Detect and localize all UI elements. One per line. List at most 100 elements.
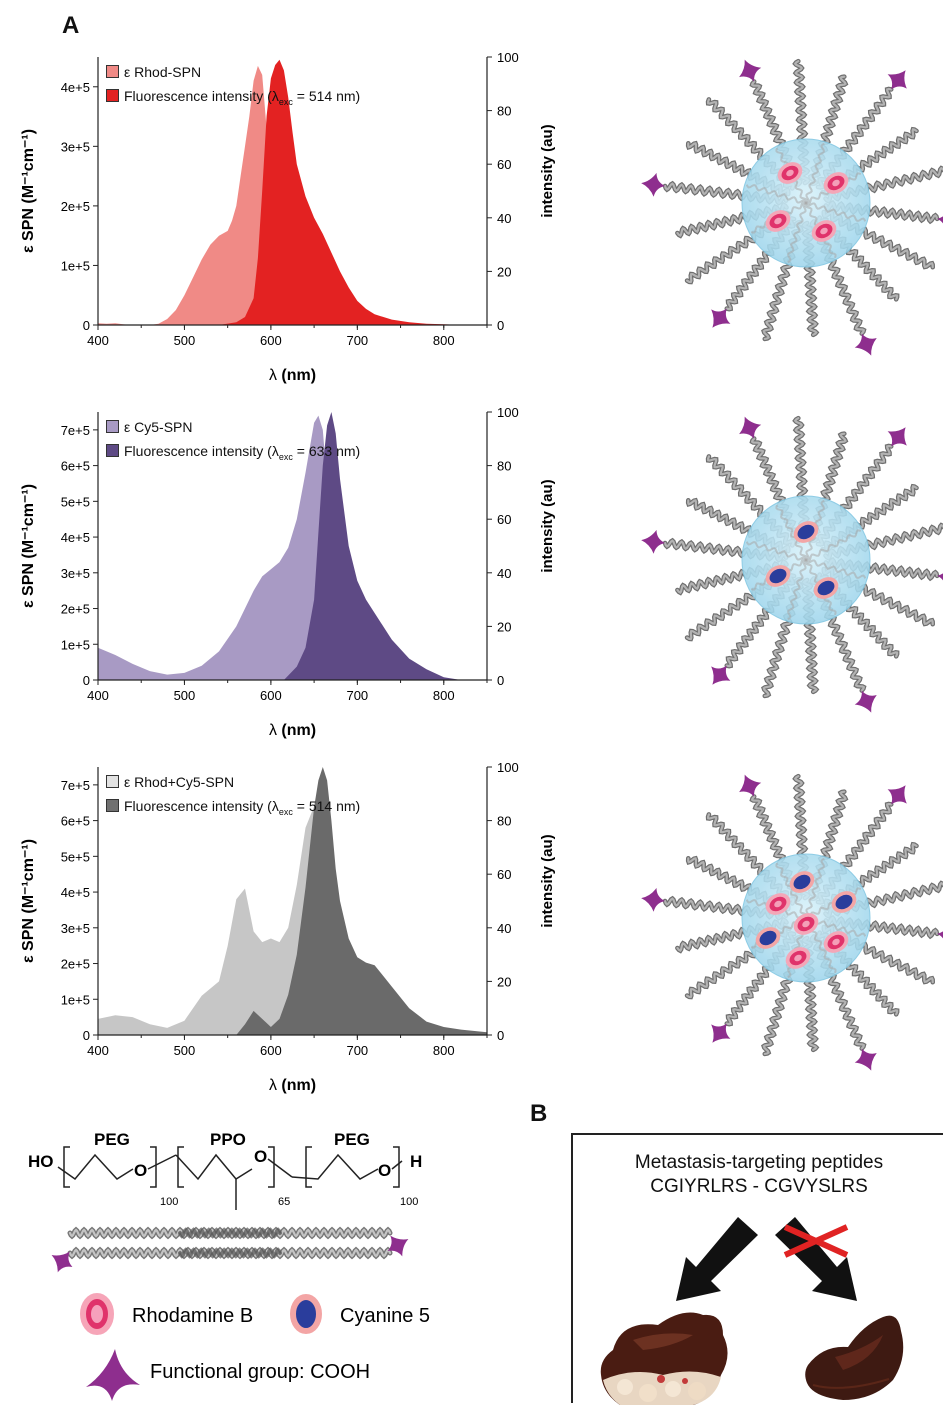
y-left-tick-label: 0 — [83, 318, 90, 333]
cooh-group-icon — [887, 70, 907, 90]
chart-rhod-spn: 400 500 600 700 800 0 1e+5 2e+5 3e+5 4e+5 0 20 40 60 8… — [0, 45, 556, 400]
polymer-structure: HO PEG 100 O PPO 65 O PEG 100 O H Rhodam… — [0, 1125, 470, 1403]
legend-label: ε Rhod-SPN — [124, 64, 202, 80]
legend-swatch — [106, 444, 119, 457]
y-left-tick-label: 2e+5 — [61, 602, 90, 617]
legend-item-absorbance: ε Rhod-SPN — [106, 64, 201, 80]
cooh-group-icon — [641, 887, 666, 912]
y-left-tick-label: 2e+5 — [61, 199, 90, 214]
cooh-group-icon — [711, 665, 731, 685]
o-label-2: O — [254, 1147, 267, 1166]
liver-control-image — [805, 1315, 904, 1400]
cooh-group-icon — [739, 774, 762, 797]
legend-sub: exc — [278, 806, 293, 817]
seg1-n: 100 — [160, 1196, 178, 1208]
seg1-name: PEG — [94, 1130, 130, 1149]
legend-item-absorbance: ε Rhod+Cy5-SPN — [106, 774, 234, 790]
x-tick-label: 700 — [346, 333, 368, 348]
y-left-axis-label: ε SPN (M⁻¹cm⁻¹) — [20, 839, 37, 963]
polymer-structure-svg: HO PEG 100 O PPO 65 O PEG 100 O H Rhodam… — [28, 1130, 430, 1401]
cyanine-label: Cyanine 5 — [340, 1305, 430, 1327]
legend-item-fluorescence: Fluorescence intensity (λexc = 514 nm) — [106, 798, 360, 817]
legend-swatch — [106, 65, 119, 78]
cooh-group-icon — [739, 416, 762, 439]
y-left-tick-label: 7e+5 — [61, 778, 90, 793]
x-tick-label: 400 — [87, 333, 109, 348]
cyanine-dye-icon — [793, 874, 811, 890]
cooh-group-icon — [711, 1023, 731, 1043]
x-tick-label: 500 — [174, 333, 196, 348]
y-left-tick-label: 3e+5 — [61, 921, 90, 936]
legend-sub: exc — [278, 451, 293, 462]
x-tick-label: 800 — [433, 333, 455, 348]
rhodamine-label: Rhodamine B — [132, 1305, 253, 1327]
legend-label: ε Cy5-SPN — [124, 419, 193, 435]
x-tick-label: 400 — [87, 688, 109, 703]
y-right-tick-label: 100 — [497, 50, 519, 65]
seg2-n: 65 — [278, 1196, 290, 1208]
series-area-0 — [98, 415, 358, 680]
cooh-group-icon — [711, 308, 731, 328]
y-left-tick-label: 4e+5 — [61, 80, 90, 95]
y-left-tick-label: 4e+5 — [61, 530, 90, 545]
legend-label: Fluorescence intensity (λ — [124, 88, 279, 104]
o-label-3: O — [378, 1161, 391, 1180]
legend-item-absorbance: ε Cy5-SPN — [106, 419, 192, 435]
series-area-1 — [236, 767, 487, 1035]
y-right-axis-label: intensity (au) — [539, 124, 556, 217]
y-left-tick-label: 6e+5 — [61, 459, 90, 474]
chart-rhod-svg: 400 500 600 700 800 0 1e+5 2e+5 3e+5 4e+5 0 20 40 60 8… — [20, 50, 556, 384]
legend-swatch — [106, 775, 119, 788]
y-left-tick-label: 6e+5 — [61, 814, 90, 829]
h-label: H — [410, 1152, 422, 1171]
y-right-tick-label: 20 — [497, 619, 511, 634]
y-right-tick-label: 100 — [497, 405, 519, 420]
cooh-group-icon — [51, 1251, 73, 1273]
liver-metastasis-image — [600, 1312, 728, 1405]
x-tick-label: 800 — [433, 688, 455, 703]
y-left-tick-label: 1e+5 — [61, 992, 90, 1007]
y-left-tick-label: 2e+5 — [61, 957, 90, 972]
panel-b-svg — [600, 1217, 904, 1405]
legend-label: Fluorescence intensity (λ — [124, 443, 279, 459]
legend-label: ε Rhod+Cy5-SPN — [124, 774, 235, 790]
y-right-tick-label: 40 — [497, 921, 511, 936]
chart-cy5-spn: 400 500 600 700 800 0 1e+5 2e+5 3e+5 4e+5 5e+5 6e+5… — [0, 400, 556, 755]
panel-b-label: B — [530, 1100, 548, 1127]
legend-item-fluorescence: Fluorescence intensity (λexc = 633 nm) — [106, 443, 360, 462]
y-right-tick-label: 40 — [497, 566, 511, 581]
y-right-tick-label: 60 — [497, 512, 511, 527]
x-tick-label: 500 — [174, 1043, 196, 1058]
x-tick-label: 600 — [260, 1043, 282, 1058]
legend-swatch — [106, 89, 119, 102]
series-area-0 — [98, 65, 297, 326]
legend-swatch — [106, 420, 119, 433]
chart-rhod-cy5-svg: 400 500 600 700 80001e+52e+53e+54e+55e+56e+5… — [20, 760, 556, 1094]
x-axis-label: λ (nm) — [269, 367, 316, 384]
y-right-axis-label: intensity (au) — [539, 479, 556, 572]
cyanine-dye-icon — [817, 580, 835, 596]
cyanine-icon — [290, 1294, 322, 1334]
cooh-group-icon — [854, 690, 877, 713]
legend-label: Fluorescence intensity (λ — [124, 798, 279, 814]
cooh-group-icon — [854, 1048, 877, 1071]
y-right-tick-label: 100 — [497, 760, 519, 775]
micelle-cyanine-illustration — [641, 415, 943, 713]
cooh-group-icon — [887, 427, 907, 447]
cyanine-dye-icon — [759, 930, 777, 946]
legend-sub: exc — [278, 96, 293, 107]
y-right-tick-label: 0 — [497, 1028, 504, 1043]
ho-label: HO — [28, 1152, 54, 1171]
x-tick-label: 700 — [346, 688, 368, 703]
series-area-1 — [219, 59, 487, 325]
targeting-arrow-icon — [676, 1217, 758, 1301]
y-right-tick-label: 60 — [497, 867, 511, 882]
x-axis-label: λ (nm) — [269, 1077, 316, 1094]
micelle-dual-illustration — [641, 773, 943, 1071]
y-right-tick-label: 60 — [497, 157, 511, 172]
x-tick-label: 700 — [346, 1043, 368, 1058]
cooh-group-icon — [887, 785, 907, 805]
y-left-axis-label: ε SPN (M⁻¹cm⁻¹) — [20, 484, 37, 608]
legend-item-fluorescence: Fluorescence intensity (λexc = 514 nm) — [106, 88, 360, 107]
legend-tail: = 514 nm) — [292, 88, 361, 104]
